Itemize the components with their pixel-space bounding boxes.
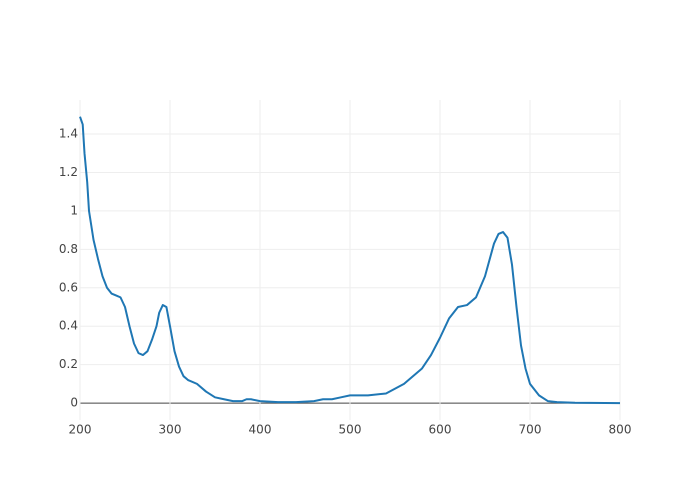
x-tick-label: 400 xyxy=(249,423,272,437)
x-tick-label: 500 xyxy=(339,423,362,437)
x-tick-label: 700 xyxy=(519,423,542,437)
x-tick-label: 300 xyxy=(159,423,182,437)
y-tick-label: 0.8 xyxy=(59,242,78,256)
y-tick-label: 0.4 xyxy=(59,319,78,333)
y-tick-label: 1.2 xyxy=(59,165,78,179)
y-tick-label: 0.6 xyxy=(59,280,78,294)
line-series xyxy=(79,116,621,405)
y-tick-label: 0.2 xyxy=(59,357,78,371)
y-tick-label: 0 xyxy=(70,396,78,410)
y-tick-label: 1.4 xyxy=(59,127,78,141)
x-tick-label: 600 xyxy=(429,423,452,437)
x-tick-label: 200 xyxy=(69,423,92,437)
y-tick-label: 1 xyxy=(70,203,78,217)
x-tick-label: 800 xyxy=(609,423,632,437)
